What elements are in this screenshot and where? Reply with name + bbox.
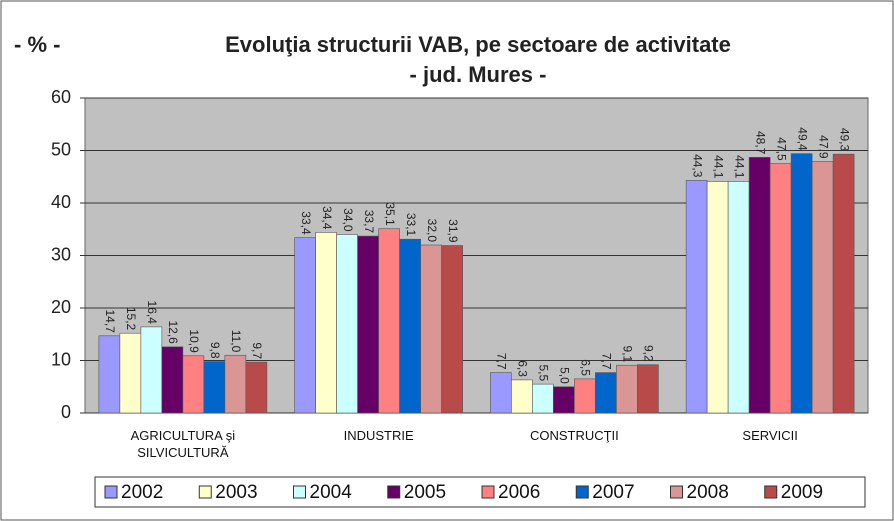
value-label: 9,2 [642, 345, 656, 362]
bar [294, 237, 316, 414]
value-label: 49,4 [795, 127, 809, 151]
y-tick-label: 50 [51, 139, 71, 159]
value-label: 9,8 [208, 342, 222, 359]
value-label: 6,5 [579, 359, 593, 376]
legend-swatch [198, 485, 212, 499]
y-tick-label: 20 [51, 297, 71, 317]
legend-swatch [764, 485, 778, 499]
bar [245, 361, 268, 414]
value-label: 32,0 [425, 219, 439, 243]
y-tick-label: 40 [51, 192, 71, 212]
legend-label: 2008 [687, 482, 729, 503]
bar [336, 234, 358, 414]
value-label: 5,5 [537, 364, 551, 381]
value-label: 34,4 [320, 206, 334, 230]
bar [399, 238, 421, 414]
bar [441, 245, 463, 414]
value-label: 44,3 [690, 154, 704, 178]
value-label: 6,3 [516, 360, 530, 377]
bar [203, 361, 226, 414]
value-label: 12,6 [166, 320, 180, 344]
bar [378, 228, 400, 414]
value-label: 49,3 [837, 128, 851, 152]
legend-box [94, 476, 866, 508]
bar [616, 364, 638, 414]
value-label: 9,7 [250, 342, 264, 359]
y-tick-label: 60 [51, 87, 71, 107]
value-label: 33,1 [404, 213, 418, 237]
value-label: 15,2 [124, 307, 138, 331]
bar [357, 235, 379, 414]
value-label: 10,9 [187, 329, 201, 353]
value-label: 34,0 [341, 208, 355, 232]
value-label: 44,1 [711, 155, 725, 179]
bar [706, 181, 729, 414]
bar [832, 153, 855, 414]
y-tick-label: 10 [51, 349, 71, 369]
legend-swatch [387, 485, 401, 499]
bar [748, 157, 771, 414]
bar [182, 355, 205, 414]
legend-label: 2007 [592, 482, 634, 503]
legend-swatch [293, 485, 306, 499]
bar [553, 386, 575, 414]
bar [161, 346, 184, 414]
bar [574, 378, 596, 414]
value-label: 5,0 [558, 367, 572, 384]
y-tick-label: 0 [61, 402, 71, 422]
y-tick-label: 30 [51, 244, 71, 264]
legend-swatch [481, 485, 495, 499]
bar [119, 332, 142, 414]
legend-swatch [104, 485, 118, 499]
bar [811, 161, 834, 414]
value-label: 44,1 [732, 155, 746, 179]
legend-label: 2009 [781, 482, 823, 503]
bar [420, 244, 442, 414]
value-label: 48,7 [753, 131, 767, 155]
legend-swatch [575, 485, 589, 499]
value-label: 9,1 [621, 346, 635, 363]
legend-label: 2005 [404, 482, 446, 503]
value-label: 16,4 [145, 301, 159, 325]
x-tick-label: CONSTRUCŢII [529, 428, 619, 443]
chart-title: Evoluţia structurii VAB, pe sectoare de … [225, 32, 731, 57]
x-tick-label: SERVICII [742, 428, 798, 443]
value-label: 14,7 [103, 309, 117, 333]
legend-label: 2004 [310, 482, 353, 503]
bar [727, 181, 750, 414]
bar [595, 372, 617, 414]
bar [511, 379, 533, 414]
legend-label: 2003 [215, 482, 257, 503]
value-label: 47,5 [774, 137, 788, 161]
bar [769, 163, 792, 414]
chart-subtitle: - jud. Mures - [410, 62, 547, 87]
legend-label: 2006 [498, 482, 540, 503]
value-label: 33,7 [362, 210, 376, 234]
value-label: 11,0 [229, 330, 243, 353]
value-label: 47,9 [816, 135, 830, 159]
bar [490, 372, 512, 414]
bar [224, 354, 247, 414]
value-label: 7,7 [600, 353, 614, 370]
bar [98, 335, 121, 414]
value-label: 35,1 [383, 202, 397, 226]
value-label: 33,4 [299, 211, 313, 235]
legend-label: 2002 [121, 482, 163, 503]
x-tick-label: AGRICULTURA şi SILVICULTURĂ [130, 428, 236, 460]
legend-swatch [670, 485, 683, 499]
bar [532, 383, 554, 414]
unit-label: - % - [14, 32, 60, 57]
bar [315, 232, 337, 414]
value-label: 31,9 [446, 219, 460, 243]
bar [140, 326, 163, 414]
bar [685, 180, 708, 414]
bar [637, 364, 659, 414]
value-label: 7,7 [495, 353, 509, 370]
x-tick-label: INDUSTRIE [343, 428, 414, 443]
bar [790, 153, 813, 414]
